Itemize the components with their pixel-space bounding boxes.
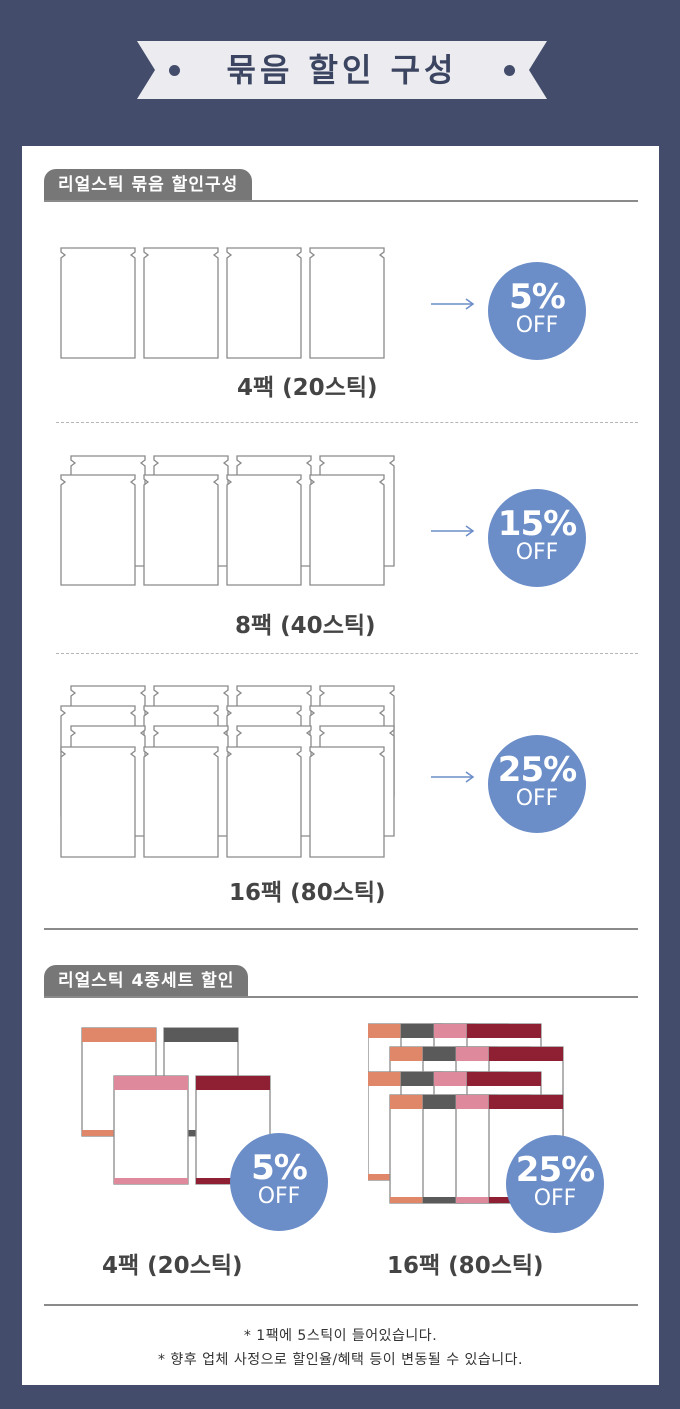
discount-badge-25: 25% OFF bbox=[488, 735, 586, 833]
discount-off: OFF bbox=[515, 313, 559, 338]
discount-percent: 15% bbox=[497, 504, 577, 544]
discount-off: OFF bbox=[515, 786, 559, 811]
ribbon-dot-left bbox=[169, 65, 180, 76]
pack-illustration-4 bbox=[60, 246, 400, 361]
set-label-4: 4팩 (20스틱) bbox=[102, 1253, 243, 1279]
discount-percent: 5% bbox=[509, 277, 566, 317]
discount-badge-set-5: 5% OFF bbox=[230, 1133, 328, 1231]
ribbon-shape bbox=[137, 41, 547, 99]
pack-outline bbox=[226, 247, 302, 359]
row-divider bbox=[56, 653, 638, 654]
page-title: 묶음 할인 구성 bbox=[226, 51, 458, 89]
ribbon-dot-right bbox=[504, 65, 515, 76]
note-line-2: * 향후 업체 사정으로 할인율/혜택 등이 변동될 수 있습니다. bbox=[157, 1352, 523, 1368]
pack-outline bbox=[60, 474, 136, 586]
set-label-16: 16팩 (80스틱) bbox=[387, 1253, 544, 1279]
section-divider bbox=[44, 996, 638, 998]
pack-outline bbox=[143, 247, 219, 359]
header-ribbon: 묶음 할인 구성 bbox=[137, 41, 547, 99]
discount-off: OFF bbox=[515, 540, 559, 565]
colored-pack bbox=[113, 1075, 189, 1185]
discount-off: OFF bbox=[257, 1184, 301, 1209]
discount-badge-15: 15% OFF bbox=[488, 489, 586, 587]
pack-outline bbox=[60, 247, 136, 359]
pack-illustration-16 bbox=[60, 684, 400, 864]
section-divider bbox=[44, 928, 638, 930]
note-line-1: * 1팩에 5스틱이 들어있습니다. bbox=[243, 1328, 438, 1344]
arrow-icon bbox=[431, 770, 475, 784]
discount-percent: 25% bbox=[515, 1150, 595, 1190]
arrow-icon bbox=[431, 297, 475, 311]
pack-outline bbox=[226, 746, 302, 858]
arrow-icon bbox=[431, 524, 475, 538]
discount-badge-set-25: 25% OFF bbox=[506, 1135, 604, 1233]
pack-label-16: 16팩 (80스틱) bbox=[229, 880, 386, 906]
pack-outline bbox=[309, 746, 385, 858]
row-divider bbox=[56, 422, 638, 423]
section-divider bbox=[44, 200, 638, 202]
discount-percent: 25% bbox=[497, 750, 577, 790]
discount-badge-5: 5% OFF bbox=[488, 262, 586, 360]
pack-outline bbox=[309, 247, 385, 359]
pack-outline bbox=[143, 746, 219, 858]
discount-percent: 5% bbox=[251, 1148, 308, 1188]
section-tab-set: 리얼스틱 4종세트 할인 bbox=[44, 965, 249, 997]
set-illustration-16 bbox=[368, 1022, 568, 1212]
pack-outline bbox=[60, 746, 136, 858]
pack-label-4: 4팩 (20스틱) bbox=[237, 375, 378, 401]
notes-divider bbox=[44, 1304, 638, 1306]
discount-off: OFF bbox=[533, 1186, 577, 1211]
content-card: 리얼스틱 묶음 할인구성 4팩 (20스틱) 5% OFF 8팩 (40스틱) … bbox=[22, 146, 659, 1385]
pack-outline bbox=[309, 474, 385, 586]
pack-outline bbox=[143, 474, 219, 586]
set-illustration-4 bbox=[80, 1024, 280, 1189]
section-tab-bundle: 리얼스틱 묶음 할인구성 bbox=[44, 169, 253, 201]
pack-illustration-8 bbox=[60, 454, 400, 589]
pack-label-8: 8팩 (40스틱) bbox=[235, 613, 376, 639]
pack-outline bbox=[226, 474, 302, 586]
